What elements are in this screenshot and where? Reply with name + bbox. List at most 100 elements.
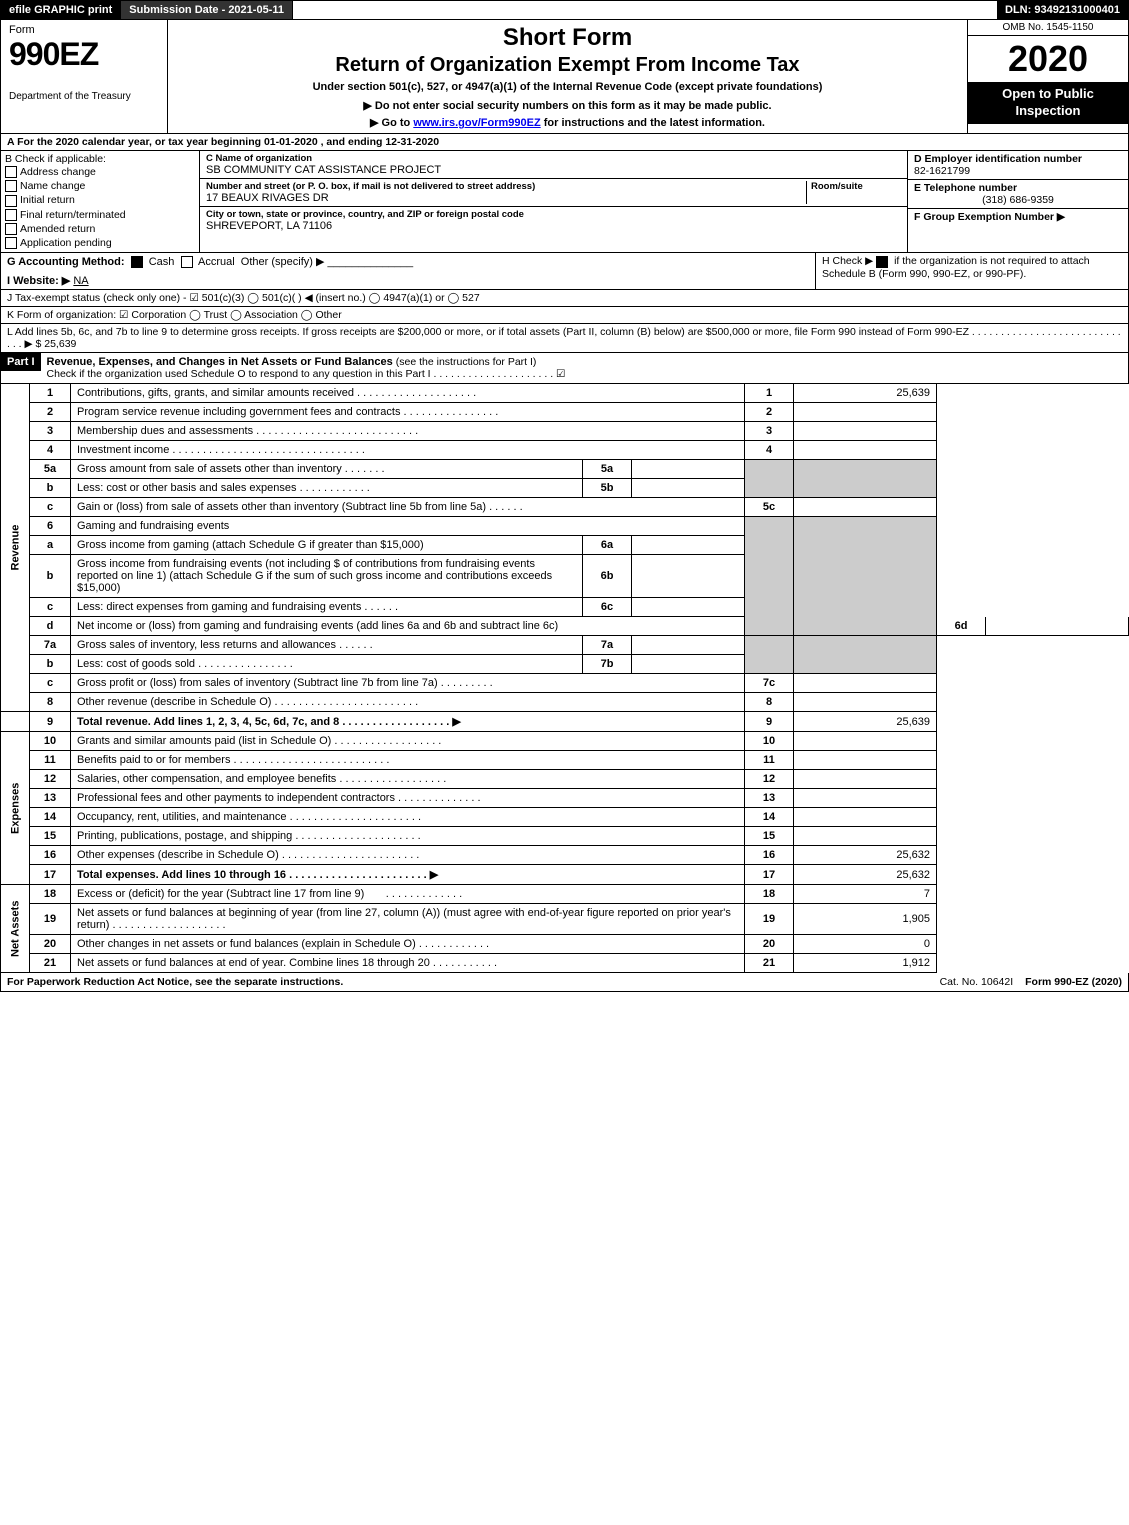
h-pre: H Check ▶: [822, 255, 876, 267]
subcol: 5b: [583, 479, 632, 498]
desc: Gross income from fundraising events (no…: [71, 555, 583, 598]
submission-date: Submission Date - 2021-05-11: [121, 1, 293, 19]
desc: Other changes in net assets or fund bala…: [71, 935, 745, 954]
boxnum: 11: [745, 751, 794, 770]
row-7c: c Gross profit or (loss) from sales of i…: [1, 674, 1129, 693]
row-l: L Add lines 5b, 6c, and 7b to line 9 to …: [0, 324, 1129, 353]
footer: For Paperwork Reduction Act Notice, see …: [0, 973, 1129, 992]
checkbox-icon[interactable]: [5, 195, 17, 207]
schedule-table: Revenue 1 Contributions, gifts, grants, …: [0, 384, 1129, 973]
amount: [986, 617, 1129, 636]
linenum: 1: [30, 384, 71, 403]
chk-initial-return: Initial return: [5, 193, 195, 207]
checkbox-icon[interactable]: [876, 256, 888, 268]
chk-label: Name change: [20, 180, 85, 192]
chk-name-change: Name change: [5, 179, 195, 193]
linenum: 18: [30, 885, 71, 904]
amount: 25,632: [794, 846, 937, 865]
checkbox-icon[interactable]: [5, 209, 17, 221]
boxnum: 5c: [745, 498, 794, 517]
row-g: G Accounting Method: Cash Accrual Other …: [1, 253, 815, 289]
section-d: D Employer identification number 82-1621…: [908, 151, 1128, 180]
linenum: 17: [30, 865, 71, 885]
info-block: B Check if applicable: Address change Na…: [0, 151, 1129, 253]
website: NA: [73, 275, 88, 287]
chk-amended-return: Amended return: [5, 222, 195, 236]
checkbox-icon[interactable]: [5, 180, 17, 192]
row-gh: G Accounting Method: Cash Accrual Other …: [0, 253, 1129, 290]
irs-link[interactable]: www.irs.gov/Form990EZ: [413, 117, 540, 129]
row-19: 19 Net assets or fund balances at beginn…: [1, 904, 1129, 935]
row-13: 13 Professional fees and other payments …: [1, 789, 1129, 808]
form-number: 990EZ: [9, 36, 159, 73]
desc: Less: cost of goods sold . . . . . . . .…: [71, 655, 583, 674]
ein: 82-1621799: [914, 165, 1122, 177]
org-name: SB COMMUNITY CAT ASSISTANCE PROJECT: [206, 164, 901, 176]
subval: [632, 636, 745, 655]
checkbox-icon[interactable]: [5, 237, 17, 249]
checkbox-icon[interactable]: [5, 166, 17, 178]
dln-label: DLN: 93492131000401: [997, 1, 1128, 19]
amount: 25,632: [794, 865, 937, 885]
boxnum: 4: [745, 441, 794, 460]
row-12: 12 Salaries, other compensation, and emp…: [1, 770, 1129, 789]
checkbox-icon[interactable]: [181, 256, 193, 268]
header-center: Short Form Return of Organization Exempt…: [168, 20, 967, 133]
linenum: 13: [30, 789, 71, 808]
row-5c: c Gain or (loss) from sale of assets oth…: [1, 498, 1129, 517]
amount: [794, 827, 937, 846]
topbar-spacer: [293, 1, 997, 19]
subcol: 6a: [583, 536, 632, 555]
row-6a: a Gross income from gaming (attach Sched…: [1, 536, 1129, 555]
vlabel-netassets: Net Assets: [1, 885, 30, 973]
row-1: Revenue 1 Contributions, gifts, grants, …: [1, 384, 1129, 403]
form-label: Form: [9, 24, 159, 36]
boxnum: 21: [745, 954, 794, 973]
linenum: c: [30, 674, 71, 693]
part1-check: Check if the organization used Schedule …: [47, 368, 1122, 380]
chk-label: Initial return: [20, 194, 75, 206]
city: SHREVEPORT, LA 71106: [206, 220, 901, 232]
footer-left: For Paperwork Reduction Act Notice, see …: [1, 973, 934, 991]
row-4: 4 Investment income . . . . . . . . . . …: [1, 441, 1129, 460]
amount: [794, 498, 937, 517]
row-7a: 7a Gross sales of inventory, less return…: [1, 636, 1129, 655]
goto-post: for instructions and the latest informat…: [541, 117, 765, 129]
amount: 25,639: [794, 384, 937, 403]
boxnum: 3: [745, 422, 794, 441]
row-18: Net Assets 18 Excess or (deficit) for th…: [1, 885, 1129, 904]
chk-label: Address change: [20, 166, 96, 178]
linenum: b: [30, 555, 71, 598]
subcol: 5a: [583, 460, 632, 479]
org-name-row: C Name of organization SB COMMUNITY CAT …: [200, 151, 907, 179]
desc: Gross sales of inventory, less returns a…: [71, 636, 583, 655]
desc: Net income or (loss) from gaming and fun…: [71, 617, 745, 636]
subcol: 7b: [583, 655, 632, 674]
section-f: F Group Exemption Number ▶: [908, 209, 1128, 252]
vlabel-gap: [1, 712, 30, 732]
group-exemption-label: F Group Exemption Number ▶: [914, 211, 1065, 223]
desc: Total revenue. Add lines 1, 2, 3, 4, 5c,…: [71, 712, 745, 732]
shaded-cell: [745, 460, 794, 498]
desc: Less: direct expenses from gaming and fu…: [71, 598, 583, 617]
row-9: 9 Total revenue. Add lines 1, 2, 3, 4, 5…: [1, 712, 1129, 732]
desc: Printing, publications, postage, and shi…: [71, 827, 745, 846]
tax-year: 2020: [968, 36, 1128, 82]
row-5b: b Less: cost or other basis and sales ex…: [1, 479, 1129, 498]
linenum: 3: [30, 422, 71, 441]
linenum: 19: [30, 904, 71, 935]
g-label: G Accounting Method:: [7, 256, 125, 268]
checkbox-icon[interactable]: [131, 256, 143, 268]
amount: [794, 693, 937, 712]
linenum: 6: [30, 517, 71, 536]
section-c: C Name of organization SB COMMUNITY CAT …: [200, 151, 907, 252]
chk-final-return: Final return/terminated: [5, 208, 195, 222]
vlabel-expenses: Expenses: [1, 732, 30, 885]
subval: [632, 536, 745, 555]
section-e: E Telephone number (318) 686-9359: [908, 180, 1128, 209]
part1-label: Part I: [1, 353, 41, 371]
boxnum: 14: [745, 808, 794, 827]
checkbox-icon[interactable]: [5, 223, 17, 235]
boxnum: 13: [745, 789, 794, 808]
linenum: a: [30, 536, 71, 555]
